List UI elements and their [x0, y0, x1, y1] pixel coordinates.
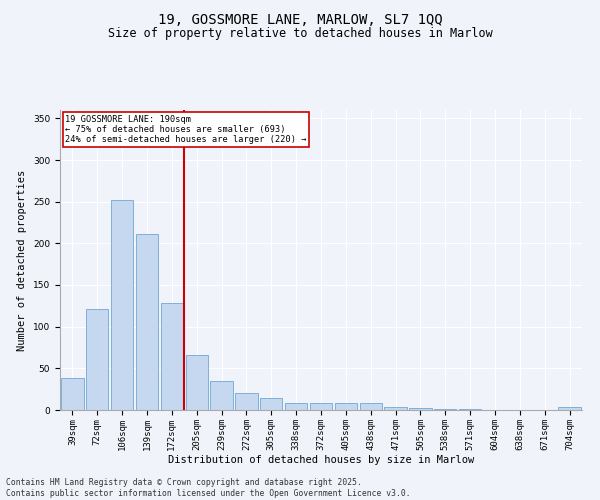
Bar: [61, 378, 83, 410]
Bar: [335, 402, 357, 410]
Bar: [285, 404, 307, 410]
Bar: [310, 402, 332, 410]
Text: Size of property relative to detached houses in Marlow: Size of property relative to detached ho…: [107, 28, 493, 40]
Text: 19, GOSSMORE LANE, MARLOW, SL7 1QQ: 19, GOSSMORE LANE, MARLOW, SL7 1QQ: [158, 12, 442, 26]
Bar: [235, 394, 257, 410]
Bar: [409, 408, 431, 410]
Bar: [385, 406, 407, 410]
Text: 19 GOSSMORE LANE: 190sqm
← 75% of detached houses are smaller (693)
24% of semi-: 19 GOSSMORE LANE: 190sqm ← 75% of detach…: [65, 114, 307, 144]
Bar: [211, 381, 233, 410]
Y-axis label: Number of detached properties: Number of detached properties: [17, 170, 28, 350]
Bar: [559, 406, 581, 410]
Text: Contains HM Land Registry data © Crown copyright and database right 2025.
Contai: Contains HM Land Registry data © Crown c…: [6, 478, 410, 498]
Bar: [434, 409, 457, 410]
X-axis label: Distribution of detached houses by size in Marlow: Distribution of detached houses by size …: [168, 456, 474, 466]
Bar: [136, 234, 158, 410]
Bar: [459, 409, 481, 410]
Bar: [359, 404, 382, 410]
Bar: [185, 355, 208, 410]
Bar: [161, 304, 183, 410]
Bar: [260, 398, 283, 410]
Bar: [86, 309, 109, 410]
Bar: [111, 200, 133, 410]
